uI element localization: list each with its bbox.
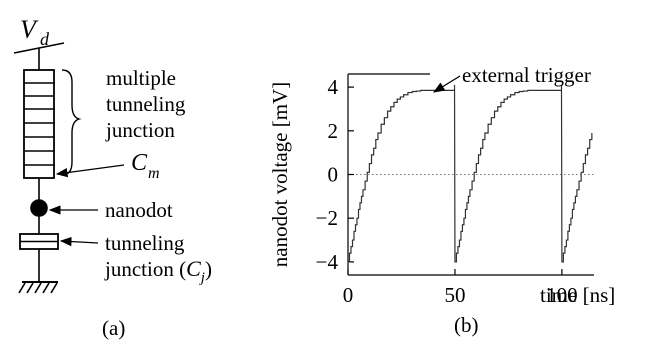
supply-voltage-subscript: d xyxy=(40,29,50,49)
x-tick-label: 0 xyxy=(343,283,354,307)
y-tick-label: −2 xyxy=(316,206,338,230)
cj-subscript: j xyxy=(199,270,205,286)
y-axis-label: nanodot voltage [mV] xyxy=(268,82,292,267)
x-tick-label: 100 xyxy=(546,283,578,307)
tunneling-label-line1: tunneling xyxy=(105,231,185,255)
cm-arrow xyxy=(55,164,125,178)
cm-label: C xyxy=(131,150,148,176)
nanodot-label: nanodot xyxy=(105,198,173,222)
svg-text:junction (Cj): junction (Cj) xyxy=(104,256,212,286)
y-tick-label: 0 xyxy=(328,163,339,187)
y-tick-label: −4 xyxy=(316,250,339,274)
nanodot-symbol xyxy=(30,199,48,217)
junction-label-suffix: ) xyxy=(205,257,212,281)
x-tick-label: 50 xyxy=(444,283,465,307)
mtj-label-line2: tunneling xyxy=(106,92,186,116)
panel-b-label: (b) xyxy=(454,313,479,337)
brace xyxy=(61,69,82,176)
circuit-diagram: V d xyxy=(13,15,125,294)
panel-a-label: (a) xyxy=(102,316,125,340)
cj-label: C xyxy=(186,256,201,281)
x-axis-label: time [ns] xyxy=(540,283,615,307)
mtj-label-line1: multiple xyxy=(106,66,176,90)
y-tick-label: 2 xyxy=(328,119,339,143)
y-tick-label: 4 xyxy=(328,75,339,99)
mtj-label-line3: junction xyxy=(105,118,175,142)
junction-label-prefix: junction ( xyxy=(104,257,186,281)
annotation-external-trigger: external trigger xyxy=(462,63,591,87)
series-line xyxy=(348,84,593,263)
supply-voltage-label: V xyxy=(20,15,39,44)
trigger-arrow xyxy=(433,75,461,93)
cm-subscript: m xyxy=(148,165,160,182)
voltage-plot: −4 −2 0 2 4 0 50 100 xyxy=(316,73,594,307)
tunneling-junction-arrow xyxy=(59,236,99,247)
multiple-tunneling-junction xyxy=(23,69,55,179)
